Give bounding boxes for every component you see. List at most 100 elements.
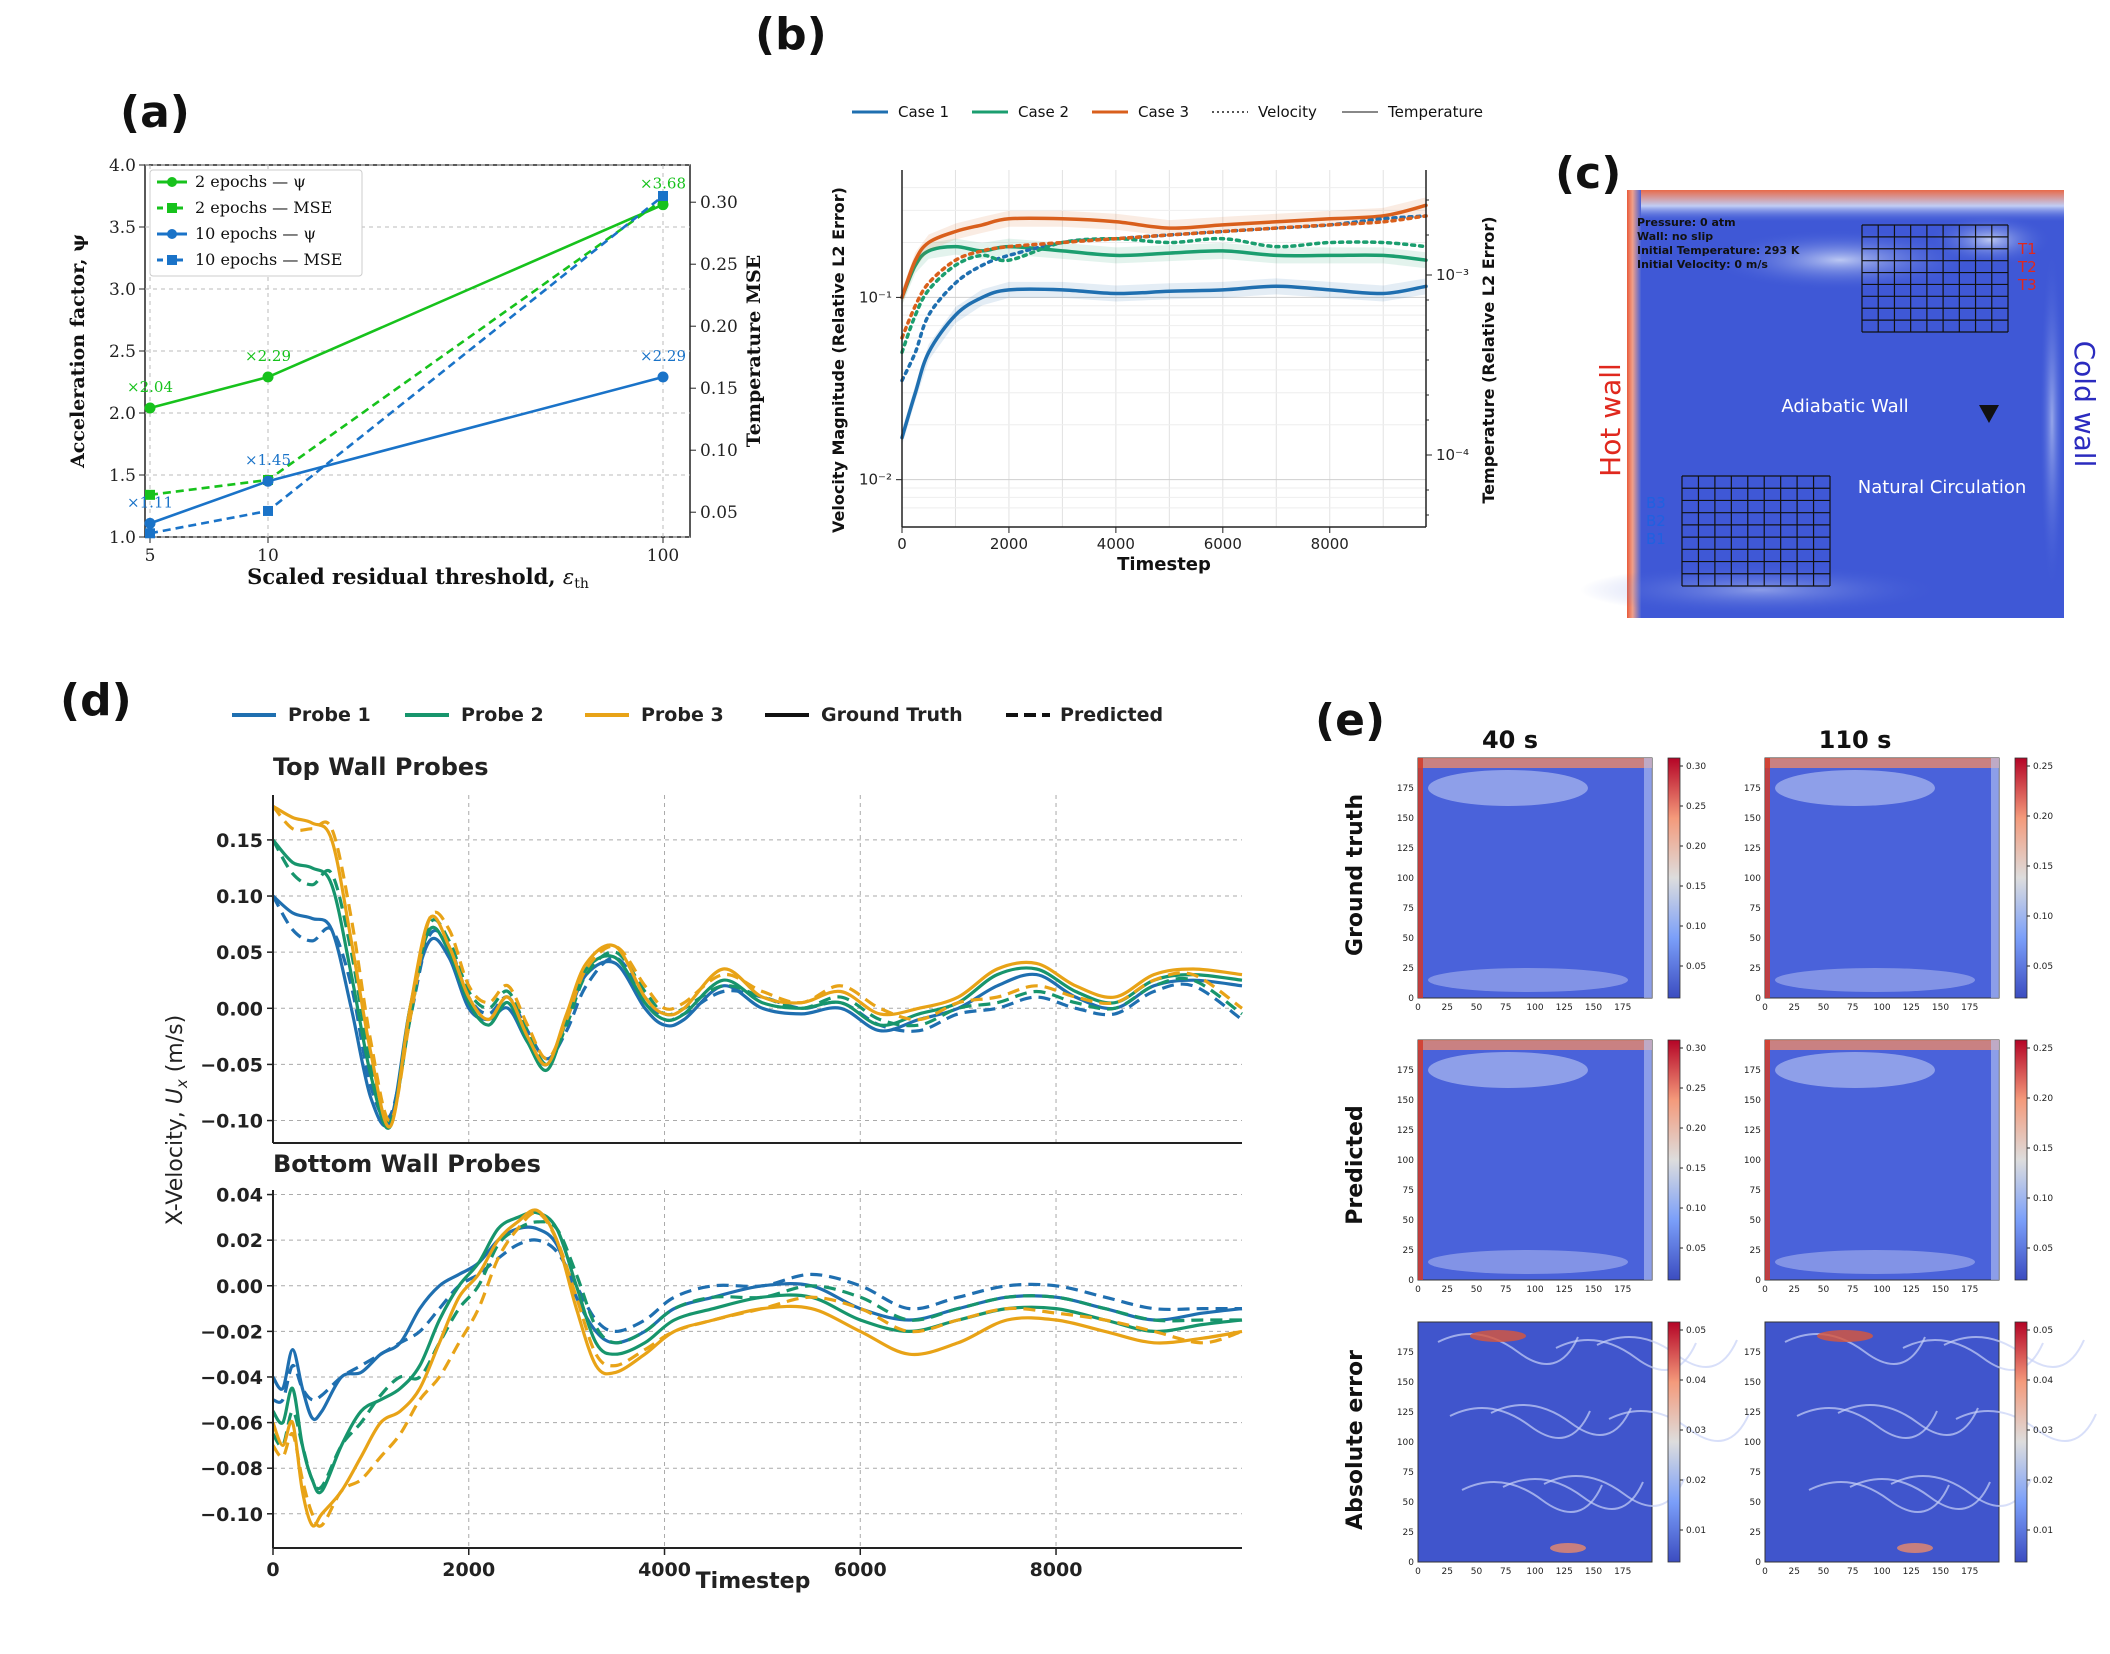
colorbar-label: 0.03: [1686, 1426, 1706, 1436]
a-point: [263, 505, 273, 516]
d-series-line: [271, 1211, 1243, 1528]
a-y2tick-label: 0.15: [700, 379, 738, 399]
adiabatic-wall-label: Adiabatic Wall: [1781, 396, 1908, 417]
e-xtick-label: 175: [1961, 1567, 1978, 1577]
e-xtick-label: 0: [1762, 1003, 1768, 1013]
e-ytick-label: 100: [1397, 1156, 1414, 1166]
e-ytick-label: 100: [1397, 1438, 1414, 1448]
e-ytick-label: 100: [1397, 874, 1414, 884]
probe-label-t3: T3: [2017, 276, 2037, 294]
row-title-predicted: Predicted: [1343, 1105, 1368, 1224]
e-ytick-label: 0: [1408, 1558, 1414, 1568]
heatmap-cold-band: [1644, 1040, 1652, 1280]
a-point: [658, 191, 668, 201]
e-ytick-label: 150: [1397, 1096, 1414, 1106]
d-ytick-label: −0.06: [200, 1413, 263, 1435]
e-ytick-label: 75: [1750, 904, 1761, 914]
e-xtick-label: 25: [1789, 1567, 1800, 1577]
e-xtick-label: 75: [1500, 1285, 1511, 1295]
panel-d-xlabel: Timestep: [696, 1569, 811, 1594]
e-ytick-label: 75: [1403, 1468, 1414, 1478]
colorbar: [2014, 1039, 2028, 1281]
e-ytick-label: 75: [1750, 1468, 1761, 1478]
heatmap-plume: [1775, 968, 1975, 992]
colorbar-label: 0.02: [1686, 1476, 1706, 1486]
error-hotspot: [1817, 1330, 1873, 1342]
error-streak: [1502, 1478, 1644, 1510]
a-y2tick-label: 0.30: [700, 193, 738, 213]
b-xtick-label: 8000: [1311, 535, 1349, 553]
panel-d-chart: Probe 1 Probe 2 Probe 3 Ground Truth Pre…: [163, 704, 1243, 1594]
e-ytick-label: 0: [1408, 1276, 1414, 1286]
e-ytick-label: 175: [1397, 1348, 1414, 1358]
a-annotation: ×1.45: [245, 451, 291, 469]
b-series-line: [900, 214, 1428, 340]
legend-b-1: Case 2: [1018, 103, 1069, 121]
colorbar-label: 0.20: [1686, 842, 1706, 852]
e-ytick-label: 125: [1744, 844, 1761, 854]
e-xtick-label: 25: [1789, 1285, 1800, 1295]
e-ytick-label: 175: [1397, 784, 1414, 794]
error-streak: [1437, 1333, 1579, 1365]
e-ytick-label: 175: [1397, 1066, 1414, 1076]
e-xtick-label: 25: [1442, 1003, 1453, 1013]
colorbar: [1667, 757, 1681, 999]
e-xtick-label: 125: [1556, 1285, 1573, 1295]
colorbar-label: 0.04: [2033, 1376, 2053, 1386]
b-ytick-label: 10⁻¹: [859, 288, 892, 306]
e-ytick-label: 50: [1750, 1498, 1762, 1508]
d-ytick-label: −0.05: [200, 1054, 263, 1076]
e-ytick-label: 125: [1744, 1126, 1761, 1136]
e-xtick-label: 50: [1818, 1567, 1830, 1577]
panel-d-ylabel: X-Velocity, Ux (m/s): [163, 1015, 191, 1225]
colorbar-label: 0.10: [2033, 912, 2053, 922]
colorbar-label: 0.10: [1686, 1204, 1706, 1214]
error-hotspot: [1550, 1543, 1586, 1553]
bottom-probes-title: Bottom Wall Probes: [273, 1150, 541, 1178]
a-annotation: ×2.04: [127, 378, 173, 396]
b-y2tick-label: 10⁻³: [1436, 266, 1469, 284]
a-ytick-label: 1.5: [109, 466, 136, 486]
e-xtick-label: 25: [1442, 1285, 1453, 1295]
error-streak: [1449, 1407, 1591, 1439]
colorbar-label: 0.15: [2033, 1144, 2053, 1154]
panel-a-ylabel: Acceleration factor, ψ: [67, 234, 89, 469]
legend-a-1: 2 epochs — MSE: [195, 198, 332, 217]
top-probes-title: Top Wall Probes: [273, 753, 488, 781]
colorbar-label: 0.10: [2033, 1194, 2053, 1204]
colorbar: [1667, 1321, 1681, 1563]
e-ytick-label: 0: [1755, 1276, 1761, 1286]
e-xtick-label: 150: [1585, 1567, 1602, 1577]
heatmap-cold-band: [1991, 758, 1999, 998]
domain-info-temperature: Initial Temperature: 293 K: [1637, 244, 1800, 257]
a-annotation: ×2.29: [245, 347, 291, 365]
d-ytick-label: 0.05: [216, 942, 263, 964]
col-title-40s: 40 s: [1482, 726, 1538, 754]
colorbar: [2014, 757, 2028, 999]
e-ytick-label: 175: [1744, 1348, 1761, 1358]
a-point: [144, 517, 156, 529]
colorbar-label: 0.25: [1686, 802, 1706, 812]
a-ytick-label: 1.0: [109, 528, 136, 548]
legend-a-2: 10 epochs — ψ: [195, 224, 316, 243]
panel-label-d: (d): [60, 675, 132, 726]
e-ytick-label: 100: [1744, 874, 1761, 884]
e-ytick-label: 125: [1397, 1126, 1414, 1136]
e-xtick-label: 125: [1903, 1567, 1920, 1577]
colorbar-label: 0.20: [1686, 1124, 1706, 1134]
e-xtick-label: 50: [1818, 1003, 1830, 1013]
e-xtick-label: 50: [1471, 1567, 1483, 1577]
probe-label-t2: T2: [2017, 258, 2037, 276]
e-ytick-label: 25: [1403, 1246, 1414, 1256]
e-xtick-label: 75: [1847, 1567, 1858, 1577]
b-ytick-label: 10⁻²: [859, 471, 892, 489]
heatmap-hot-band: [1418, 1040, 1652, 1050]
e-ytick-label: 175: [1744, 1066, 1761, 1076]
heatmap-plume: [1775, 770, 1935, 806]
colorbar-label: 0.30: [1686, 762, 1706, 772]
e-xtick-label: 75: [1847, 1285, 1858, 1295]
d-series-line: [271, 805, 1243, 1123]
e-xtick-label: 125: [1903, 1285, 1920, 1295]
a-point: [262, 371, 274, 383]
heatmap-hot-band: [1418, 1040, 1423, 1280]
